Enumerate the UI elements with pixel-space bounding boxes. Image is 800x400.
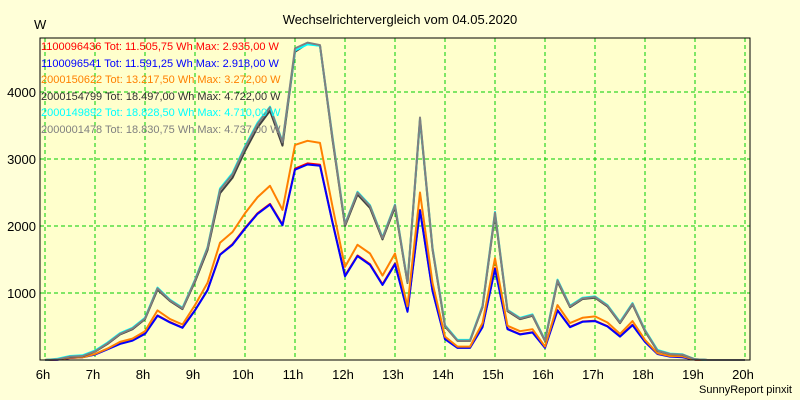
legend-max: Max: 4.710,00 W [197,107,281,119]
series-line-2000150622 [44,139,745,361]
legend-total: Tot: 13.217,50 Wh [105,74,198,86]
y-tick-label: 3000 [7,152,36,167]
legend-name: 2000001478 [41,123,106,136]
x-tick-label: 11h [283,367,304,382]
chart-title: Wechselrichtervergleich vom 04.05.2020 [282,12,518,27]
legend-total: Tot: 11.505,75 Wh [104,41,196,53]
legend-entry: 2000154799 Tot: 18.497,00 Wh Max: 4.722,… [41,91,281,103]
x-tick-label: 18h [632,367,654,382]
legend-name: 2000149892 [41,107,106,119]
y-tick-label: 2000 [7,219,36,234]
legend-name: 1100096541 [41,57,105,70]
series-line-1100096541 [44,163,745,361]
x-tick-label: 13h [382,367,404,382]
legend-max: Max: 3.272,00 W [197,74,281,86]
x-tick-label: 19h [682,367,704,382]
legend-max: Max: 2.935,00 W [195,41,279,53]
legend-entry: 2000149892 Tot: 18.828,50 Wh Max: 4.710,… [41,107,281,119]
legend-max: Max: 4.737,00 W [197,123,281,136]
legend-name: 2000154799 [41,90,106,103]
legend-name: 2000150622 [41,74,106,86]
x-tick-label: 6h [36,367,50,382]
plot-border [39,37,751,361]
x-tick-label: 12h [332,367,354,382]
legend-name: 1100096436 [41,41,105,53]
y-axis-unit-label: W [34,17,47,32]
x-tick-label: 20h [732,367,754,382]
legend-total: Tot: 11.591,25 Wh [104,57,196,70]
legend-entry: 2000150622 Tot: 13.217,50 Wh Max: 3.272,… [41,74,281,86]
x-tick-label: 15h [482,367,504,382]
legend-entry: 2000001478 Tot: 18.830,75 Wh Max: 4.737,… [41,124,281,136]
x-tick-label: 9h [186,367,200,382]
x-tick-label: 16h [532,367,554,382]
legend-total: Tot: 18.828,50 Wh [105,107,198,119]
legend-entry: 1100096541 Tot: 11.591,25 Wh Max: 2.918,… [41,58,279,70]
series-line-2000001478 [44,41,745,361]
x-tick-label: 10h [232,367,254,382]
credit-label: SunnyReport pinxit [699,384,792,396]
y-tick-label: 4000 [7,85,36,100]
legend-total: Tot: 18.830,75 Wh [105,123,198,136]
x-tick-label: 14h [432,367,454,382]
x-tick-label: 17h [582,367,604,382]
x-tick-label: 8h [136,367,150,382]
legend-max: Max: 4.722,00 W [197,90,281,103]
y-tick-label: 1000 [7,286,36,301]
legend-total: Tot: 18.497,00 Wh [105,90,198,103]
x-tick-label: 7h [86,367,100,382]
legend-max: Max: 2.918,00 W [195,57,279,70]
legend-entry: 1100096436 Tot: 11.505,75 Wh Max: 2.935,… [41,41,279,53]
